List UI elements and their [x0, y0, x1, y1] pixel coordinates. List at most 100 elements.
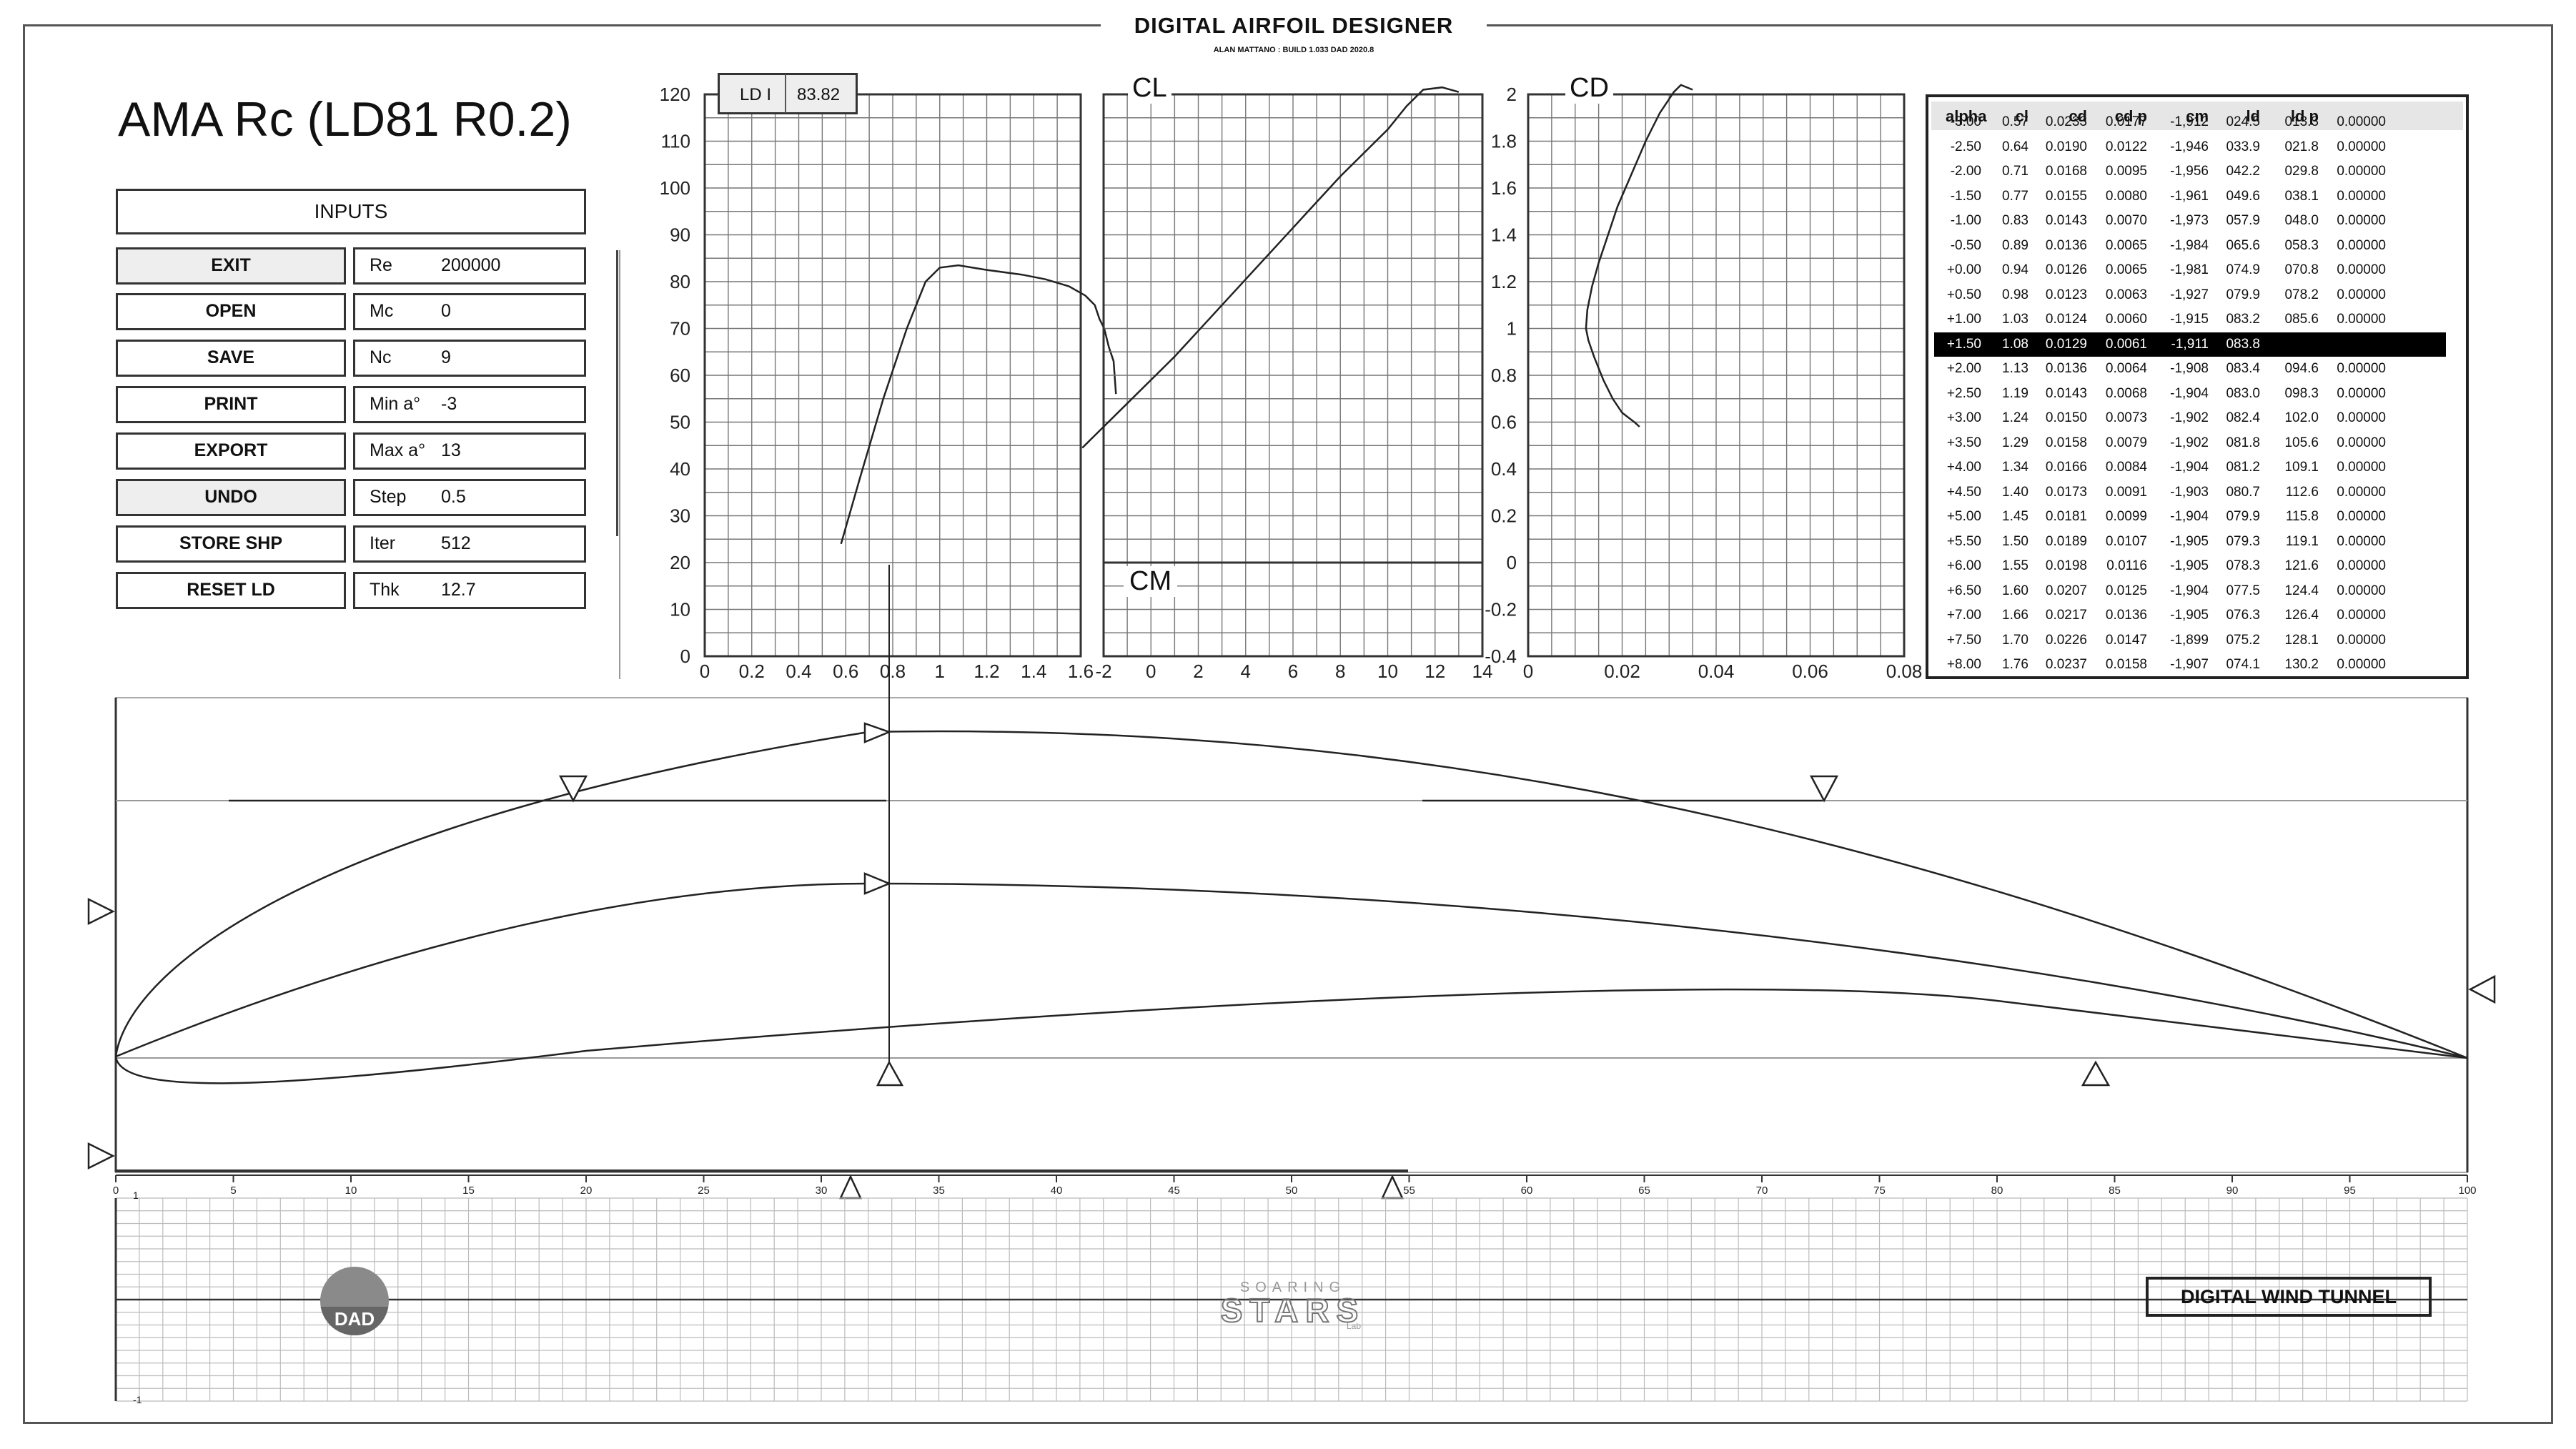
table-cell: 0.0095 [2105, 164, 2147, 179]
table-row[interactable]: +2.50 1.19 0.0143 0.0068 -1,904 083.0 098.3 0.0… [1928, 382, 2466, 406]
table-row[interactable]: -2.50 0.64 0.0190 0.0122 -1,946 033.9 021.8 0.0… [1928, 135, 2466, 159]
table-row[interactable]: +6.00 1.55 0.0198 0.0116 -1,905 078.3 121.6 0.0… [1928, 554, 2466, 578]
reset-ld-button[interactable]: RESET LD [116, 572, 346, 609]
table-cell: 0.0136 [2045, 361, 2087, 376]
param-key: Iter [370, 533, 396, 553]
table-row[interactable]: +1.00 1.03 0.0124 0.0060 -1,915 083.2 085.6 0.0… [1928, 307, 2466, 332]
open-button[interactable]: OPEN [116, 293, 346, 330]
table-row[interactable]: -2.00 0.71 0.0168 0.0095 -1,956 042.2 029.8 0.0… [1928, 159, 2466, 184]
table-row[interactable]: +4.00 1.34 0.0166 0.0084 -1,904 081.2 109.1 0.0… [1928, 455, 2466, 480]
table-cell: 102.0 [2284, 410, 2319, 425]
table-cell: 0.0237 [2045, 657, 2087, 672]
table-row[interactable]: +6.50 1.60 0.0207 0.0125 -1,904 077.5 124.4 0.0… [1928, 579, 2466, 603]
ld-curve [840, 264, 1117, 545]
inputs-header: INPUTS [116, 189, 586, 234]
cl-x-tick: 8 [1335, 661, 1345, 682]
exit-button[interactable]: EXIT [116, 247, 346, 285]
table-row[interactable]: -0.50 0.89 0.0136 0.0065 -1,984 065.6 058.3 0.0… [1928, 234, 2466, 258]
table-cell: 057.9 [2226, 213, 2260, 228]
cl-x-tick: 4 [1241, 661, 1251, 682]
param-key: Re [370, 255, 392, 275]
table-cell: -1,905 [2170, 558, 2209, 573]
table-cell: 0.00000 [2337, 237, 2386, 253]
table-cell: -1.50 [1950, 188, 1981, 204]
table-cell: 078.3 [2226, 558, 2260, 573]
table-cell: -1,946 [2170, 139, 2209, 154]
param-re[interactable]: Re 200000 [353, 247, 586, 285]
save-button[interactable]: SAVE [116, 340, 346, 377]
table-cell: 0.64 [2002, 139, 2028, 154]
param-thk[interactable]: Thk 12.7 [353, 572, 586, 609]
table-row[interactable]: -1.50 0.77 0.0155 0.0080 -1,961 049.6 038.1 0.0… [1928, 184, 2466, 209]
param-max-alpha[interactable]: Max a° 13 [353, 432, 586, 470]
digital-wind-tunnel-button[interactable]: DIGITAL WIND TUNNEL [2146, 1277, 2432, 1317]
param-step[interactable]: Step 0.5 [353, 479, 586, 516]
panel-scrollbar[interactable] [616, 250, 618, 536]
table-cell: +8.00 [1946, 657, 1981, 672]
param-key: Thk [370, 580, 400, 600]
table-cell: 078.2 [2284, 287, 2319, 302]
table-row[interactable]: +4.50 1.40 0.0173 0.0091 -1,903 080.7 112.6 0.0… [1928, 480, 2466, 505]
export-button[interactable]: EXPORT [116, 432, 346, 470]
cm-label: CM [1124, 566, 1178, 597]
table-row[interactable]: +7.50 1.70 0.0226 0.0147 -1,899 075.2 128.1 0.0… [1928, 628, 2466, 653]
param-nc[interactable]: Nc 9 [353, 340, 586, 377]
ld-y-tick: 70 [670, 318, 690, 340]
param-iter[interactable]: Iter 512 [353, 525, 586, 563]
table-row[interactable]: +8.00 1.76 0.0237 0.0158 -1,907 074.1 130.2 0.0… [1928, 653, 2466, 676]
ld-indicator[interactable]: LD I 83.82 [718, 73, 858, 114]
undo-button[interactable]: UNDO [116, 479, 346, 516]
param-mc[interactable]: Mc 0 [353, 293, 586, 330]
cd-x-tick: 0.04 [1698, 661, 1735, 682]
cl-y-tick: 0.4 [1491, 458, 1517, 480]
param-key: Min a° [370, 394, 421, 414]
table-header-cell: alpha [1946, 107, 1987, 125]
table-cell: +2.00 [1946, 361, 1981, 376]
table-cell: 079.9 [2226, 287, 2260, 302]
table-cell: 0.00000 [2337, 608, 2386, 623]
table-row[interactable]: -3.00 0.57 0.0233 0.0177 -1,912 024.5 013.3 0.0… [1928, 110, 2466, 134]
table-cell: 126.4 [2284, 608, 2319, 623]
table-row[interactable]: +1.50 1.08 0.0129 0.0061 -1,911 083.8 [1934, 332, 2446, 357]
table-cell: 033.9 [2226, 139, 2260, 154]
table-cell: 0.89 [2002, 237, 2028, 253]
table-row[interactable]: +5.50 1.50 0.0189 0.0107 -1,905 079.3 119.1 0.0… [1928, 530, 2466, 554]
table-cell: 0.0198 [2045, 558, 2087, 573]
table-cell: -3.00 [1950, 114, 1981, 129]
table-cell: 1.40 [2002, 484, 2028, 500]
table-cell: -1,927 [2170, 287, 2209, 302]
table-row[interactable]: +2.00 1.13 0.0136 0.0064 -1,908 083.4 094.6 0.0… [1928, 357, 2466, 381]
brand-sub: Lab [1347, 1321, 1362, 1331]
table-row[interactable]: +0.00 0.94 0.0126 0.0065 -1,981 074.9 070.8 0.0… [1928, 258, 2466, 282]
param-key: Step [370, 487, 407, 507]
table-cell: 0.0177 [2105, 114, 2147, 129]
table-cell: 0.0091 [2105, 484, 2147, 500]
table-cell: 083.4 [2226, 361, 2260, 376]
ld-y-tick: 20 [670, 552, 690, 573]
table-row[interactable]: +0.50 0.98 0.0123 0.0063 -1,927 079.9 078.2 0.0… [1928, 283, 2466, 307]
table-cell: 083.0 [2226, 385, 2260, 401]
table-cell: 0.00000 [2337, 188, 2386, 204]
print-button[interactable]: PRINT [116, 386, 346, 423]
ld-x-tick: 0 [700, 661, 710, 682]
store-shp-button[interactable]: STORE SHP [116, 525, 346, 563]
cl-y-tick: 0.2 [1491, 505, 1517, 527]
table-cell: 081.8 [2226, 435, 2260, 450]
table-cell: 0.0122 [2105, 139, 2147, 154]
table-cell: -1,899 [2170, 632, 2209, 648]
cl-y-tick: -0.2 [1485, 599, 1517, 620]
table-row[interactable]: +3.50 1.29 0.0158 0.0079 -1,902 081.8 105.6 0.0… [1928, 431, 2466, 455]
table-row[interactable]: +7.00 1.66 0.0217 0.0136 -1,905 076.3 126.4 0.0… [1928, 603, 2466, 628]
table-row[interactable]: +5.00 1.45 0.0181 0.0099 -1,904 079.9 115.8 0.0… [1928, 505, 2466, 529]
polar-table[interactable]: alpha cl cd cd p cm ld ld p -3.00 0.57 0.0233 0.0… [1926, 94, 2469, 679]
table-cell: -2.50 [1950, 139, 1981, 154]
param-min-alpha[interactable]: Min a° -3 [353, 386, 586, 423]
param-value: 9 [441, 347, 451, 367]
app-title: DIGITAL AIRFOIL DESIGNER [1134, 13, 1454, 38]
table-cell: +2.50 [1946, 385, 1981, 401]
table-cell: +6.50 [1946, 583, 1981, 598]
brand-top: SOARING [1239, 1280, 1347, 1295]
table-row[interactable]: -1.00 0.83 0.0143 0.0070 -1,973 057.9 048.0 0.0… [1928, 209, 2466, 233]
table-cell: 094.6 [2284, 361, 2319, 376]
table-row[interactable]: +3.00 1.24 0.0150 0.0073 -1,902 082.4 102.0 0.0… [1928, 406, 2466, 430]
